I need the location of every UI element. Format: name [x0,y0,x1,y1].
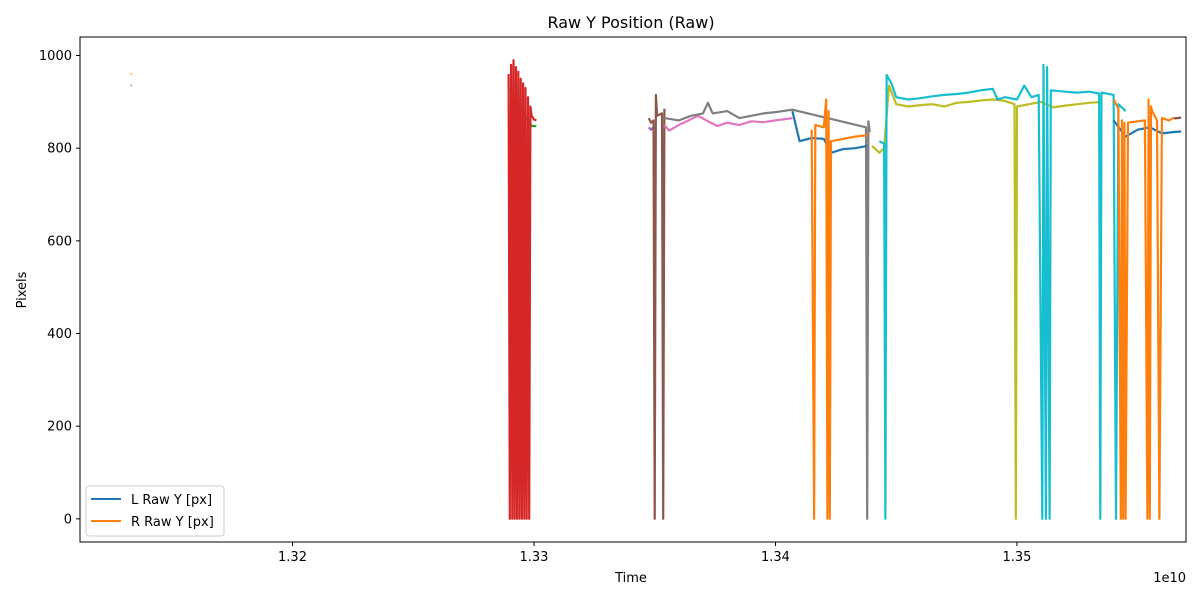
y-tick-label-3: 600 [47,234,72,249]
x-tick-label-1: 1.33 [520,550,549,565]
y-axis-label: Pixels [15,271,30,308]
series-line-11 [878,63,1127,520]
x-axis-label: Time [614,571,647,586]
series-line-3 [507,59,537,520]
x-axis-offset-label: 1e10 [1153,571,1186,586]
x-tick-label-3: 1.35 [1002,550,1031,565]
series-line-12 [1112,119,1182,138]
y-tick-label-0: 0 [64,512,72,527]
plot-frame [79,36,1187,543]
series-line-1 [130,72,133,75]
series-line-5 [647,93,666,520]
y-tick-label-2: 400 [47,327,72,342]
x-tick-label-0: 1.32 [278,550,307,565]
y-axis: 0 200 400 600 800 1000 [39,49,80,527]
legend-label-r-raw-y: R Raw Y [px] [131,515,214,530]
y-tick-label-1: 200 [47,420,72,435]
series-line-6 [663,114,793,132]
series-line-7 [664,101,871,520]
series-line-10 [871,84,1102,520]
series-line-9 [810,98,868,520]
series-layer [130,59,1182,520]
series-line-14 [1173,116,1182,120]
legend-label-l-raw-y: L Raw Y [px] [131,493,212,508]
chart-title: Raw Y Position (Raw) [547,13,714,32]
legend: L Raw Y [px] R Raw Y [px] [85,485,225,537]
y-tick-label-4: 800 [47,142,72,157]
x-tick-label-2: 1.34 [761,550,790,565]
y-tick-label-5: 1000 [39,49,72,64]
series-line-13 [1112,98,1175,520]
x-axis: 1.32 1.33 1.34 1.35 [278,542,1031,565]
